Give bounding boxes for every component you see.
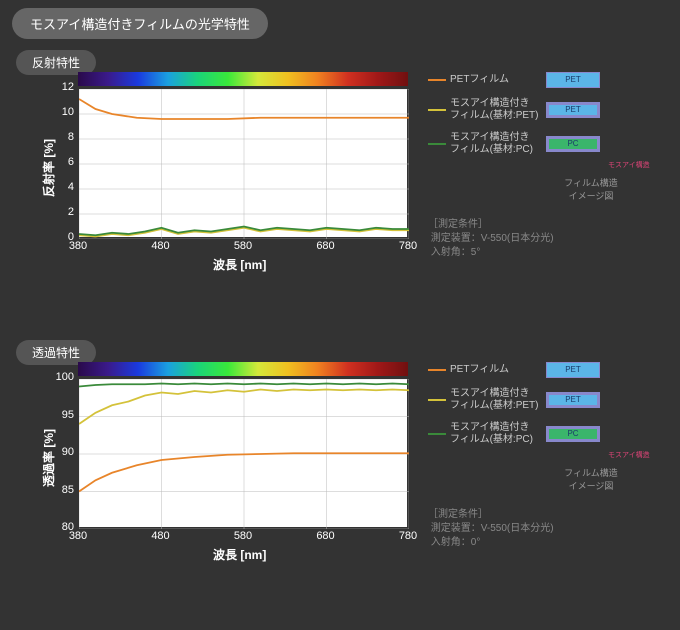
y-tick: 0 [50,231,74,243]
x-tick: 780 [394,240,422,252]
legend-swatch-line [428,143,446,145]
legend-swatch-line [428,369,446,371]
meas-device: 測定装置：V-550(日本分光) [428,232,554,246]
film-swatch: PC [546,136,600,152]
page-title: モスアイ構造付きフィルムの光学特性 [12,8,268,39]
x-tick: 580 [229,530,257,542]
reflectance-section: 反射特性380480580680780024681012反射率 [%]波長 [n… [0,40,680,330]
chart-plot-area [78,88,408,238]
transmittance-section: 透過特性38048058068078080859095100透過率 [%]波長 … [0,330,680,620]
legend-label: モスアイ構造付き フィルム(基材:PET) [450,98,540,122]
x-axis-label: 波長 [nm] [213,546,266,563]
meas-angle: 入射角：0° [428,536,554,550]
x-axis-label: 波長 [nm] [213,256,266,273]
legend: PETフィルムPETモスアイ構造付き フィルム(基材:PET)PETモスアイ構造… [428,362,678,456]
y-tick: 10 [50,106,74,118]
legend-item: モスアイ構造付き フィルム(基材:PET) PET [428,388,678,412]
legend-item: PETフィルム PET [428,72,678,88]
y-tick: 2 [50,206,74,218]
legend-item: モスアイ構造付き フィルム(基材:PC) PC [428,422,678,446]
moth-eye-note: モスアイ構造 [608,450,650,460]
legend-item: モスアイ構造付き フィルム(基材:PET) PET [428,98,678,122]
meas-title: ［測定条件］ [428,218,554,232]
y-tick: 100 [50,371,74,383]
film-caption: フィルム構造 イメージ図 [556,466,626,492]
legend-label: モスアイ構造付き フィルム(基材:PET) [450,388,540,412]
film-swatch: PET [546,362,600,378]
legend-label: PETフィルム [450,74,540,86]
legend-swatch-line [428,109,446,111]
legend-swatch-line [428,433,446,435]
meas-angle: 入射角：5° [428,246,554,260]
legend-label: PETフィルム [450,364,540,376]
measurement-conditions: ［測定条件］ 測定装置：V-550(日本分光) 入射角：0° [428,508,554,550]
spectrum-bar [78,72,408,86]
x-tick: 680 [312,530,340,542]
x-tick: 580 [229,240,257,252]
legend-item: PETフィルム PET [428,362,678,378]
film-swatch: PET [546,72,600,88]
y-axis-label: 透過率 [%] [40,429,57,487]
film-swatch: PC [546,426,600,442]
legend-swatch-line [428,79,446,81]
x-tick: 680 [312,240,340,252]
chart-plot-area [78,378,408,528]
film-caption: フィルム構造 イメージ図 [556,176,626,202]
film-swatch: PET [546,392,600,408]
legend-label: モスアイ構造付き フィルム(基材:PC) [450,132,540,156]
meas-device: 測定装置：V-550(日本分光) [428,522,554,536]
measurement-conditions: ［測定条件］ 測定装置：V-550(日本分光) 入射角：5° [428,218,554,260]
meas-title: ［測定条件］ [428,508,554,522]
y-axis-label: 反射率 [%] [40,139,57,197]
legend-item: モスアイ構造付き フィルム(基材:PC) PC [428,132,678,156]
moth-eye-note: モスアイ構造 [608,160,650,170]
legend-swatch-line [428,399,446,401]
legend-label: モスアイ構造付き フィルム(基材:PC) [450,422,540,446]
x-tick: 480 [147,240,175,252]
x-tick: 480 [147,530,175,542]
y-tick: 95 [50,409,74,421]
spectrum-bar [78,362,408,376]
y-tick: 80 [50,521,74,533]
film-swatch: PET [546,102,600,118]
legend: PETフィルムPETモスアイ構造付き フィルム(基材:PET)PETモスアイ構造… [428,72,678,166]
y-tick: 12 [50,81,74,93]
x-tick: 780 [394,530,422,542]
